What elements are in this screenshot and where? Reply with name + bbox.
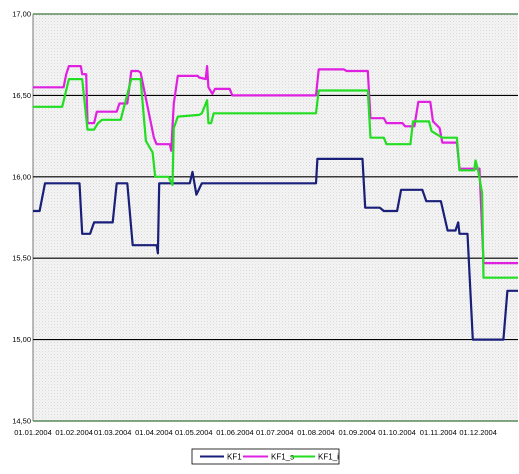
x-tick-label: 01.08.2004 [297,428,335,437]
x-tick-label: 01.11.2004 [420,428,457,437]
x-tick-label: 01.01.2004 [14,428,52,437]
legend-label-kf1-s: KF1_s [271,453,294,462]
y-tick-label: 15,50 [12,254,31,263]
y-tick-label: 15,00 [12,335,31,344]
y-tick-label: 17,00 [12,10,31,19]
x-tick-label: 01.02.2004 [55,428,93,437]
y-axis-ticks: 17,00 16,50 16,00 15,50 15,00 14,50 [12,10,31,426]
legend-label-kf1: KF1 [227,453,242,462]
x-tick-label: 01.04.2004 [135,428,173,437]
y-tick-label: 16,00 [12,172,31,181]
x-tick-label: 01.09.2004 [338,428,376,437]
x-tick-label: 01.12.2004 [459,428,497,437]
series-line-kf1 [33,157,518,341]
legend-label-kf1-i: KF1_i [318,453,339,462]
x-tick-label: 01.05.2004 [175,428,213,437]
series-line-kf1-i [33,77,518,279]
series-line-kf1-s [33,64,518,265]
x-tick-label: 01.10.2004 [378,428,416,437]
x-axis-ticks: 01.01.2004 01.02.2004 01.03.2004 01.04.2004… [14,428,497,437]
y-tick-label: 14,50 [12,417,31,426]
y-tick-label: 16,50 [12,91,31,100]
x-tick-label: 01.07.2004 [256,428,294,437]
x-tick-label: 01.03.2004 [94,428,132,437]
x-tick-label: 01.06.2004 [216,428,254,437]
series-layer [33,64,518,341]
legend: KF1 KF1_s KF1_i [191,448,340,465]
